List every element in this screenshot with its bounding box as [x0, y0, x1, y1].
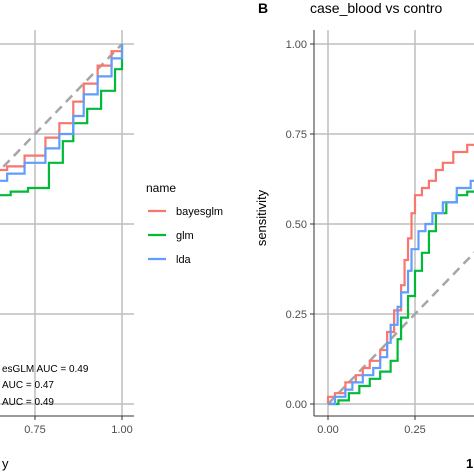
panel-b-y-ticks: 0.00 0.25 0.50 0.75 1.00	[286, 39, 314, 411]
legend-label-glm: glm	[176, 230, 194, 242]
panel-b-y-tick-label: 0.75	[286, 129, 307, 141]
panel-a-series-glm	[0, 44, 124, 197]
panel-b-series	[326, 143, 474, 406]
panel-b-x-ticks: 0.000.250.5	[317, 416, 426, 436]
panel-b-series-glm	[328, 190, 474, 406]
panel-b-letter: B	[258, 0, 268, 16]
auc-annotation-lda: AUC = 0.49	[2, 397, 54, 408]
panel-a-series	[0, 44, 124, 197]
panel-a-grid	[0, 30, 134, 416]
panel-a-x-tick-label: 0.75	[24, 424, 45, 436]
panel-b-title: case_blood vs contro	[310, 0, 443, 16]
panel-b-y-axis-title: sensitivity	[254, 189, 269, 246]
panel-b-series-lda	[328, 179, 474, 406]
panel-b-x-tick-label: 0.25	[404, 424, 425, 436]
panel-b-series-bayesglm	[326, 143, 474, 404]
panel-b-y-tick-label: 0.50	[286, 219, 307, 231]
legend-label-bayesglm: bayesglm	[176, 206, 223, 218]
auc-annotation-bayesglm: esGLM AUC = 0.49	[2, 364, 89, 375]
panel-b-y-tick-label: 0.25	[286, 309, 307, 321]
legend-label-lda: lda	[176, 254, 192, 266]
panel-a-series-lda	[0, 44, 124, 182]
auc-annotation-glm: AUC = 0.47	[2, 380, 54, 391]
panel-a-x-ticks: 0.75 1.00	[24, 416, 133, 436]
panel-a-annotations: esGLM AUC = 0.49 AUC = 0.47 AUC = 0.49	[2, 364, 89, 408]
panel-b-y-tick-label: 1.00	[286, 39, 307, 51]
panel-b-y-tick-label: 0.00	[286, 399, 307, 411]
panel-b-x-tick-label: 0.00	[317, 424, 338, 436]
panel-a-x-axis-title: y	[2, 456, 9, 471]
panel-a: 0.75 1.00 y esGLM AUC = 0.49 AUC = 0.47 A…	[0, 30, 134, 471]
panel-b-grid	[314, 30, 474, 416]
panel-b-x-axis-title: 1	[466, 456, 473, 471]
panel-b-reference-diagonal	[327, 251, 474, 405]
panel-a-x-tick-label: 1.00	[111, 424, 132, 436]
legend-items: bayesglm glm lda	[148, 206, 223, 266]
legend-title: name	[146, 181, 176, 195]
panel-b: B case_blood vs contro sensitivity 0.00 0…	[254, 0, 474, 471]
legend: name bayesglm glm lda	[146, 181, 223, 266]
